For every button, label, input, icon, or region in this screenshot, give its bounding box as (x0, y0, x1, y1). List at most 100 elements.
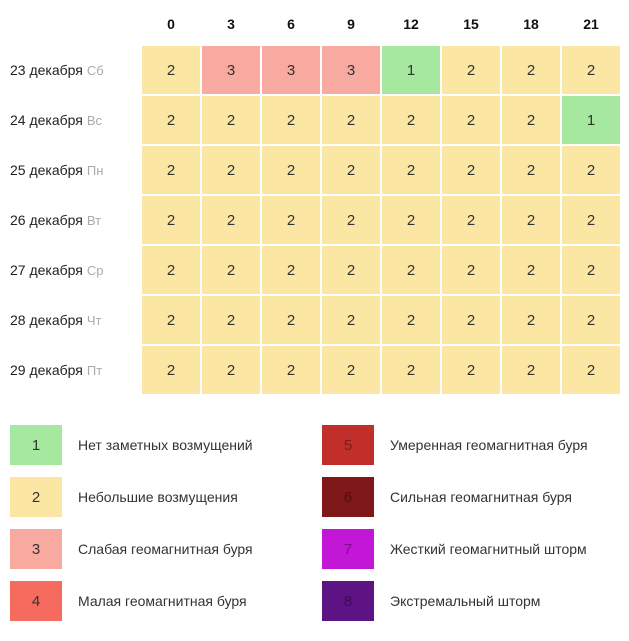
hour-header: 0 (142, 10, 200, 44)
legend-item: 6 Сильная геомагнитная буря (322, 474, 622, 520)
value-cell: 2 (202, 96, 260, 144)
legend-label: Нет заметных возмущений (78, 437, 253, 453)
value-cell: 2 (142, 246, 200, 294)
value-cell: 2 (262, 146, 320, 194)
value-cell: 2 (202, 296, 260, 344)
row-date: 23 декабря (10, 62, 83, 78)
value-cell: 2 (562, 196, 620, 244)
value-cell: 2 (502, 196, 560, 244)
value-cell: 2 (262, 296, 320, 344)
value-cell: 2 (442, 46, 500, 94)
value-cell: 2 (382, 146, 440, 194)
value-cell: 2 (142, 146, 200, 194)
row-label: 29 декабря Пт (10, 346, 140, 394)
value-cell: 2 (442, 196, 500, 244)
row-dow: Пн (87, 163, 104, 178)
value-cell: 2 (322, 296, 380, 344)
legend-swatch: 1 (10, 425, 62, 465)
value-cell: 2 (502, 246, 560, 294)
legend-item: 5Умеренная геомагнитная буря (322, 422, 622, 468)
legend-swatch: 8 (322, 581, 374, 621)
legend-swatch: 3 (10, 529, 62, 569)
value-cell: 2 (502, 96, 560, 144)
row-label: 27 декабряСр (10, 246, 140, 294)
legend-label: Экстремальный шторм (390, 593, 540, 609)
hour-header: 18 (502, 10, 560, 44)
value-cell: 2 (202, 146, 260, 194)
value-cell: 1 (382, 46, 440, 94)
value-cell: 2 (502, 146, 560, 194)
legend-swatch: 7 (322, 529, 374, 569)
row-dow: Чт (87, 313, 102, 328)
legend-label: Малая геомагнитная буря (78, 593, 247, 609)
value-cell: 2 (322, 246, 380, 294)
hour-header: 6 (262, 10, 320, 44)
legend-item: 4 Малая геомагнитная буря (10, 578, 310, 624)
legend-label: Небольшие возмущения (78, 489, 238, 505)
hour-header: 9 (322, 10, 380, 44)
value-cell: 2 (442, 296, 500, 344)
row-dow: Пт (87, 363, 102, 378)
value-cell: 2 (382, 346, 440, 394)
value-cell: 2 (562, 146, 620, 194)
hour-header: 12 (382, 10, 440, 44)
value-cell: 2 (382, 296, 440, 344)
legend-label: Слабая геомагнитная буря (78, 541, 253, 557)
hour-header: 21 (562, 10, 620, 44)
value-cell: 2 (502, 346, 560, 394)
value-cell: 2 (382, 246, 440, 294)
legend-swatch: 2 (10, 477, 62, 517)
row-label: 23 декабря Сб (10, 46, 140, 94)
value-cell: 2 (502, 296, 560, 344)
row-dow: Сб (87, 63, 104, 78)
legend-item: 7 Жесткий геомагнитный шторм (322, 526, 622, 572)
value-cell: 2 (502, 46, 560, 94)
value-cell: 2 (322, 96, 380, 144)
row-label: 25 декабря Пн (10, 146, 140, 194)
row-date: 24 декабря (10, 112, 83, 128)
value-cell: 2 (442, 246, 500, 294)
geomagnetic-table: 03691215182123 декабряСб2333122224 декаб… (10, 10, 619, 394)
legend-swatch: 4 (10, 581, 62, 621)
value-cell: 2 (322, 146, 380, 194)
value-cell: 2 (262, 346, 320, 394)
row-date: 29 декабря (10, 362, 83, 378)
value-cell: 2 (562, 46, 620, 94)
value-cell: 2 (142, 196, 200, 244)
row-date: 25 декабря (10, 162, 83, 178)
row-date: 27 декабря (10, 262, 83, 278)
value-cell: 3 (202, 46, 260, 94)
legend-item: 8 Экстремальный шторм (322, 578, 622, 624)
value-cell: 2 (262, 96, 320, 144)
value-cell: 2 (562, 246, 620, 294)
legend-label: Сильная геомагнитная буря (390, 489, 572, 505)
legend-label: Жесткий геомагнитный шторм (390, 541, 587, 557)
value-cell: 2 (202, 196, 260, 244)
value-cell: 2 (442, 146, 500, 194)
row-label: 28 декабря Чт (10, 296, 140, 344)
value-cell: 2 (322, 196, 380, 244)
legend-swatch: 5 (322, 425, 374, 465)
legend-item: 2 Небольшие возмущения (10, 474, 310, 520)
value-cell: 2 (442, 96, 500, 144)
value-cell: 2 (262, 246, 320, 294)
value-cell: 3 (322, 46, 380, 94)
value-cell: 2 (562, 346, 620, 394)
row-date: 28 декабря (10, 312, 83, 328)
value-cell: 2 (142, 346, 200, 394)
hour-header: 15 (442, 10, 500, 44)
row-label: 24 декабря Вс (10, 96, 140, 144)
row-dow: Вс (87, 113, 102, 128)
value-cell: 2 (142, 96, 200, 144)
header-blank (10, 10, 140, 44)
value-cell: 1 (562, 96, 620, 144)
legend-swatch: 6 (322, 477, 374, 517)
value-cell: 2 (142, 296, 200, 344)
value-cell: 2 (262, 196, 320, 244)
row-dow: Вт (87, 213, 101, 228)
legend: 1 Нет заметных возмущений 5Умеренная геома… (10, 422, 619, 624)
row-label: 26 декабря Вт (10, 196, 140, 244)
row-date: 26 декабря (10, 212, 83, 228)
legend-item: 1 Нет заметных возмущений (10, 422, 310, 468)
value-cell: 2 (382, 96, 440, 144)
